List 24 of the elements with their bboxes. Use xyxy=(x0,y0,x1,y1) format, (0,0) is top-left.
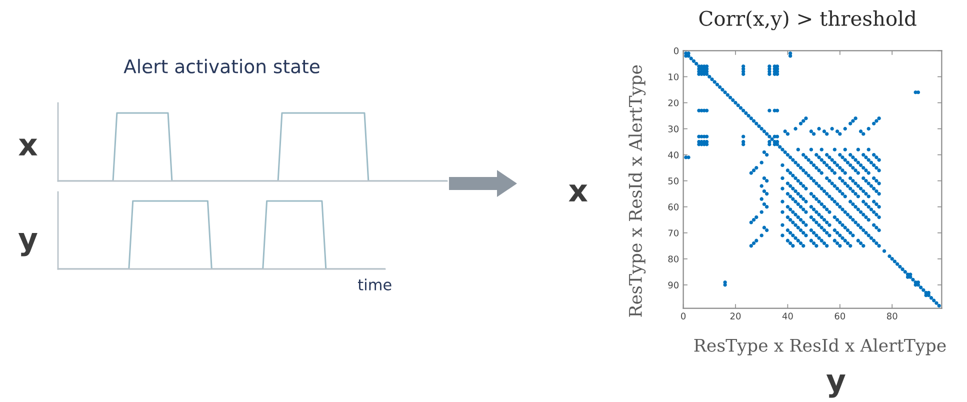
y-tick-label: 60 xyxy=(668,204,679,210)
y-tick-label: 50 xyxy=(668,178,679,184)
y-axis-title: ResType x ResId x AlertType xyxy=(628,65,646,317)
y-tick-label: 30 xyxy=(668,125,679,132)
y-tick-label: 0 xyxy=(674,47,679,54)
y-axis-title: y xyxy=(18,232,38,256)
x-tick-label: 80 xyxy=(886,312,898,320)
x-axis-title: ResType x ResId x AlertType xyxy=(694,338,946,356)
chart-title: Alert activation state xyxy=(124,58,320,74)
y-tick-label: 10 xyxy=(668,73,679,80)
y-tick-label: 70 xyxy=(668,230,679,236)
y-axis-title: x xyxy=(18,138,38,156)
x-tick-label: 0 xyxy=(681,312,686,320)
y-tick-label: 40 xyxy=(668,152,679,158)
text: y xyxy=(826,374,846,398)
x-tick-label: 20 xyxy=(730,312,741,320)
y-tick-label: 80 xyxy=(668,256,679,262)
text: x xyxy=(568,184,588,202)
y-tick-label: 20 xyxy=(668,99,679,106)
x-axis-title: time xyxy=(358,278,392,290)
y-tick-label: 90 xyxy=(668,282,679,288)
chart-title: Corr(x,y) > threshold xyxy=(699,10,916,30)
x-tick-label: 40 xyxy=(782,312,793,320)
x-tick-label: 60 xyxy=(834,312,846,320)
